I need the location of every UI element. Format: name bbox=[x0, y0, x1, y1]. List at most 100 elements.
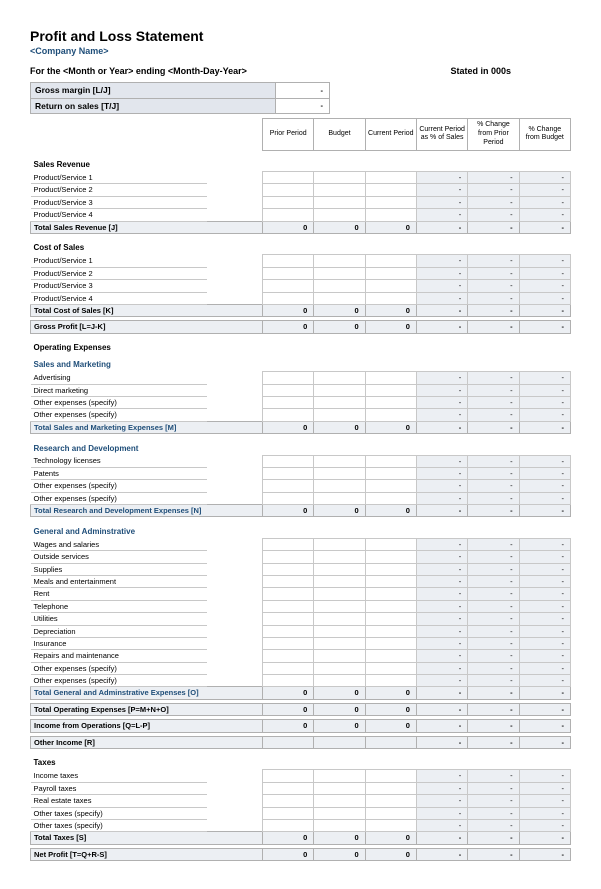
row-label: Meals and entertainment bbox=[31, 576, 207, 588]
section-header: Taxes bbox=[31, 752, 571, 770]
total-cell: 0 bbox=[263, 848, 314, 860]
cell bbox=[365, 563, 416, 575]
cell bbox=[365, 650, 416, 662]
total-label: Total Research and Development Expenses … bbox=[31, 505, 207, 517]
cell bbox=[314, 795, 365, 807]
section-header: General and Adminstrative bbox=[31, 521, 571, 539]
cell bbox=[365, 409, 416, 421]
total-cell: 0 bbox=[365, 687, 416, 699]
cell bbox=[365, 662, 416, 674]
cell bbox=[365, 280, 416, 292]
cell bbox=[314, 292, 365, 304]
cell: - bbox=[416, 600, 467, 612]
cell: - bbox=[416, 551, 467, 563]
cell bbox=[365, 588, 416, 600]
cell: - bbox=[416, 209, 467, 221]
total-cell: 0 bbox=[365, 304, 416, 316]
row-label: Telephone bbox=[31, 600, 207, 612]
cell bbox=[365, 576, 416, 588]
cell bbox=[314, 492, 365, 504]
row-label: Supplies bbox=[31, 563, 207, 575]
total-cell: 0 bbox=[314, 505, 365, 517]
row-label: Utilities bbox=[31, 613, 207, 625]
cell bbox=[263, 782, 314, 794]
cell: - bbox=[468, 782, 519, 794]
cell: - bbox=[519, 625, 570, 637]
cell: - bbox=[519, 184, 570, 196]
total-cell: 0 bbox=[314, 321, 365, 333]
cell: - bbox=[519, 650, 570, 662]
cell bbox=[365, 209, 416, 221]
cell bbox=[263, 650, 314, 662]
total-cell: 0 bbox=[263, 687, 314, 699]
cell bbox=[314, 184, 365, 196]
cell bbox=[365, 600, 416, 612]
cell bbox=[263, 396, 314, 408]
total-label: Total Sales and Marketing Expenses [M] bbox=[31, 421, 207, 433]
cell: - bbox=[519, 372, 570, 384]
cell bbox=[365, 467, 416, 479]
total-cell: - bbox=[468, 321, 519, 333]
return-on-sales-val: - bbox=[275, 98, 329, 114]
cell: - bbox=[519, 396, 570, 408]
total-cell: 0 bbox=[365, 221, 416, 233]
cell bbox=[314, 770, 365, 782]
row-label: Rent bbox=[31, 588, 207, 600]
cell: - bbox=[468, 267, 519, 279]
total-label: Total Sales Revenue [J] bbox=[31, 221, 207, 233]
cell: - bbox=[519, 770, 570, 782]
metrics-table: Gross margin [L/J] - Return on sales [T/… bbox=[30, 82, 330, 114]
row-label: Product/Service 2 bbox=[31, 267, 207, 279]
total-cell: - bbox=[416, 687, 467, 699]
total-cell: 0 bbox=[314, 304, 365, 316]
cell bbox=[314, 280, 365, 292]
total-cell: 0 bbox=[263, 720, 314, 732]
period-text: For the <Month or Year> ending <Month-Da… bbox=[30, 66, 247, 76]
row-label: Direct marketing bbox=[31, 384, 207, 396]
cell bbox=[365, 455, 416, 467]
cell: - bbox=[416, 650, 467, 662]
cell bbox=[314, 538, 365, 550]
total-cell: - bbox=[416, 832, 467, 844]
cell: - bbox=[416, 563, 467, 575]
cell bbox=[314, 662, 365, 674]
cell: - bbox=[468, 209, 519, 221]
cell bbox=[263, 292, 314, 304]
total-cell: 0 bbox=[365, 321, 416, 333]
total-cell: - bbox=[468, 421, 519, 433]
total-cell: - bbox=[468, 687, 519, 699]
cell: - bbox=[468, 409, 519, 421]
total-cell: 0 bbox=[263, 703, 314, 715]
cell: - bbox=[519, 795, 570, 807]
cell bbox=[263, 372, 314, 384]
cell bbox=[263, 588, 314, 600]
cell: - bbox=[519, 409, 570, 421]
cell bbox=[314, 196, 365, 208]
cell bbox=[365, 770, 416, 782]
cell bbox=[263, 807, 314, 819]
cell: - bbox=[468, 396, 519, 408]
cell: - bbox=[468, 455, 519, 467]
total-cell: 0 bbox=[365, 421, 416, 433]
row-label: Product/Service 3 bbox=[31, 196, 207, 208]
cell: - bbox=[416, 576, 467, 588]
cell: - bbox=[468, 600, 519, 612]
row-label: Wages and salaries bbox=[31, 538, 207, 550]
cell bbox=[365, 795, 416, 807]
cell: - bbox=[416, 172, 467, 184]
cell bbox=[365, 551, 416, 563]
cell: - bbox=[468, 467, 519, 479]
total-label: Total General and Adminstrative Expenses… bbox=[31, 687, 207, 699]
total-cell: 0 bbox=[365, 832, 416, 844]
cell: - bbox=[519, 280, 570, 292]
cell: - bbox=[468, 637, 519, 649]
cell bbox=[314, 807, 365, 819]
cell: - bbox=[519, 819, 570, 831]
row-label: Advertising bbox=[31, 372, 207, 384]
cell bbox=[263, 770, 314, 782]
cell: - bbox=[468, 650, 519, 662]
cell bbox=[365, 292, 416, 304]
total-label: Income from Operations [Q=L-P] bbox=[31, 720, 207, 732]
total-cell: 0 bbox=[263, 321, 314, 333]
cell bbox=[365, 372, 416, 384]
